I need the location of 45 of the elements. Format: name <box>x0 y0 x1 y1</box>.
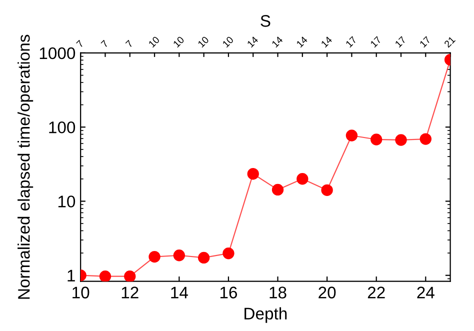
point <box>148 250 160 263</box>
text: 10 <box>148 36 160 48</box>
text: 10 <box>172 36 185 48</box>
x-tick-label: 16 <box>220 286 238 298</box>
point <box>198 252 210 264</box>
point <box>99 270 112 282</box>
point <box>296 173 308 185</box>
y-tick-label: 1000 <box>40 47 76 60</box>
y-tick-label: 1 <box>68 270 75 282</box>
point <box>173 250 186 262</box>
x-tick-label: 14 <box>171 286 188 298</box>
x-tick-label: 20 <box>318 286 336 298</box>
text: 7 <box>76 40 84 48</box>
text: 14 <box>320 36 332 48</box>
text: 10 <box>198 36 210 48</box>
point <box>222 248 234 260</box>
text: 17 <box>345 36 357 48</box>
x-tick-label: 18 <box>270 286 286 298</box>
x-tick-label: 24 <box>417 286 434 298</box>
point <box>370 134 382 146</box>
point <box>395 134 407 146</box>
text: 14 <box>296 36 308 48</box>
point <box>247 168 259 180</box>
point <box>346 130 358 142</box>
point <box>272 184 284 196</box>
y-tick-label: 10 <box>58 196 76 208</box>
x2-axis-title: S <box>260 15 270 27</box>
y-tick-label: 100 <box>49 121 76 134</box>
x-tick-label: 22 <box>368 286 385 298</box>
text: 21 <box>444 36 456 48</box>
point <box>420 133 432 145</box>
text: 14 <box>272 36 284 48</box>
text: 17 <box>394 36 406 48</box>
x-tick-label: 12 <box>122 286 138 298</box>
text: 17 <box>370 36 382 48</box>
text: 17 <box>419 36 431 48</box>
text: 7 <box>125 40 134 48</box>
text: 7 <box>100 40 109 48</box>
point <box>124 270 136 282</box>
text: 14 <box>246 36 259 48</box>
text: 10 <box>222 36 234 48</box>
x-tick-label: 10 <box>72 286 90 298</box>
point <box>321 184 333 196</box>
x-axis-title: Depth <box>244 307 287 323</box>
y-axis-title: Normalized elapsed time/operations <box>18 34 34 299</box>
